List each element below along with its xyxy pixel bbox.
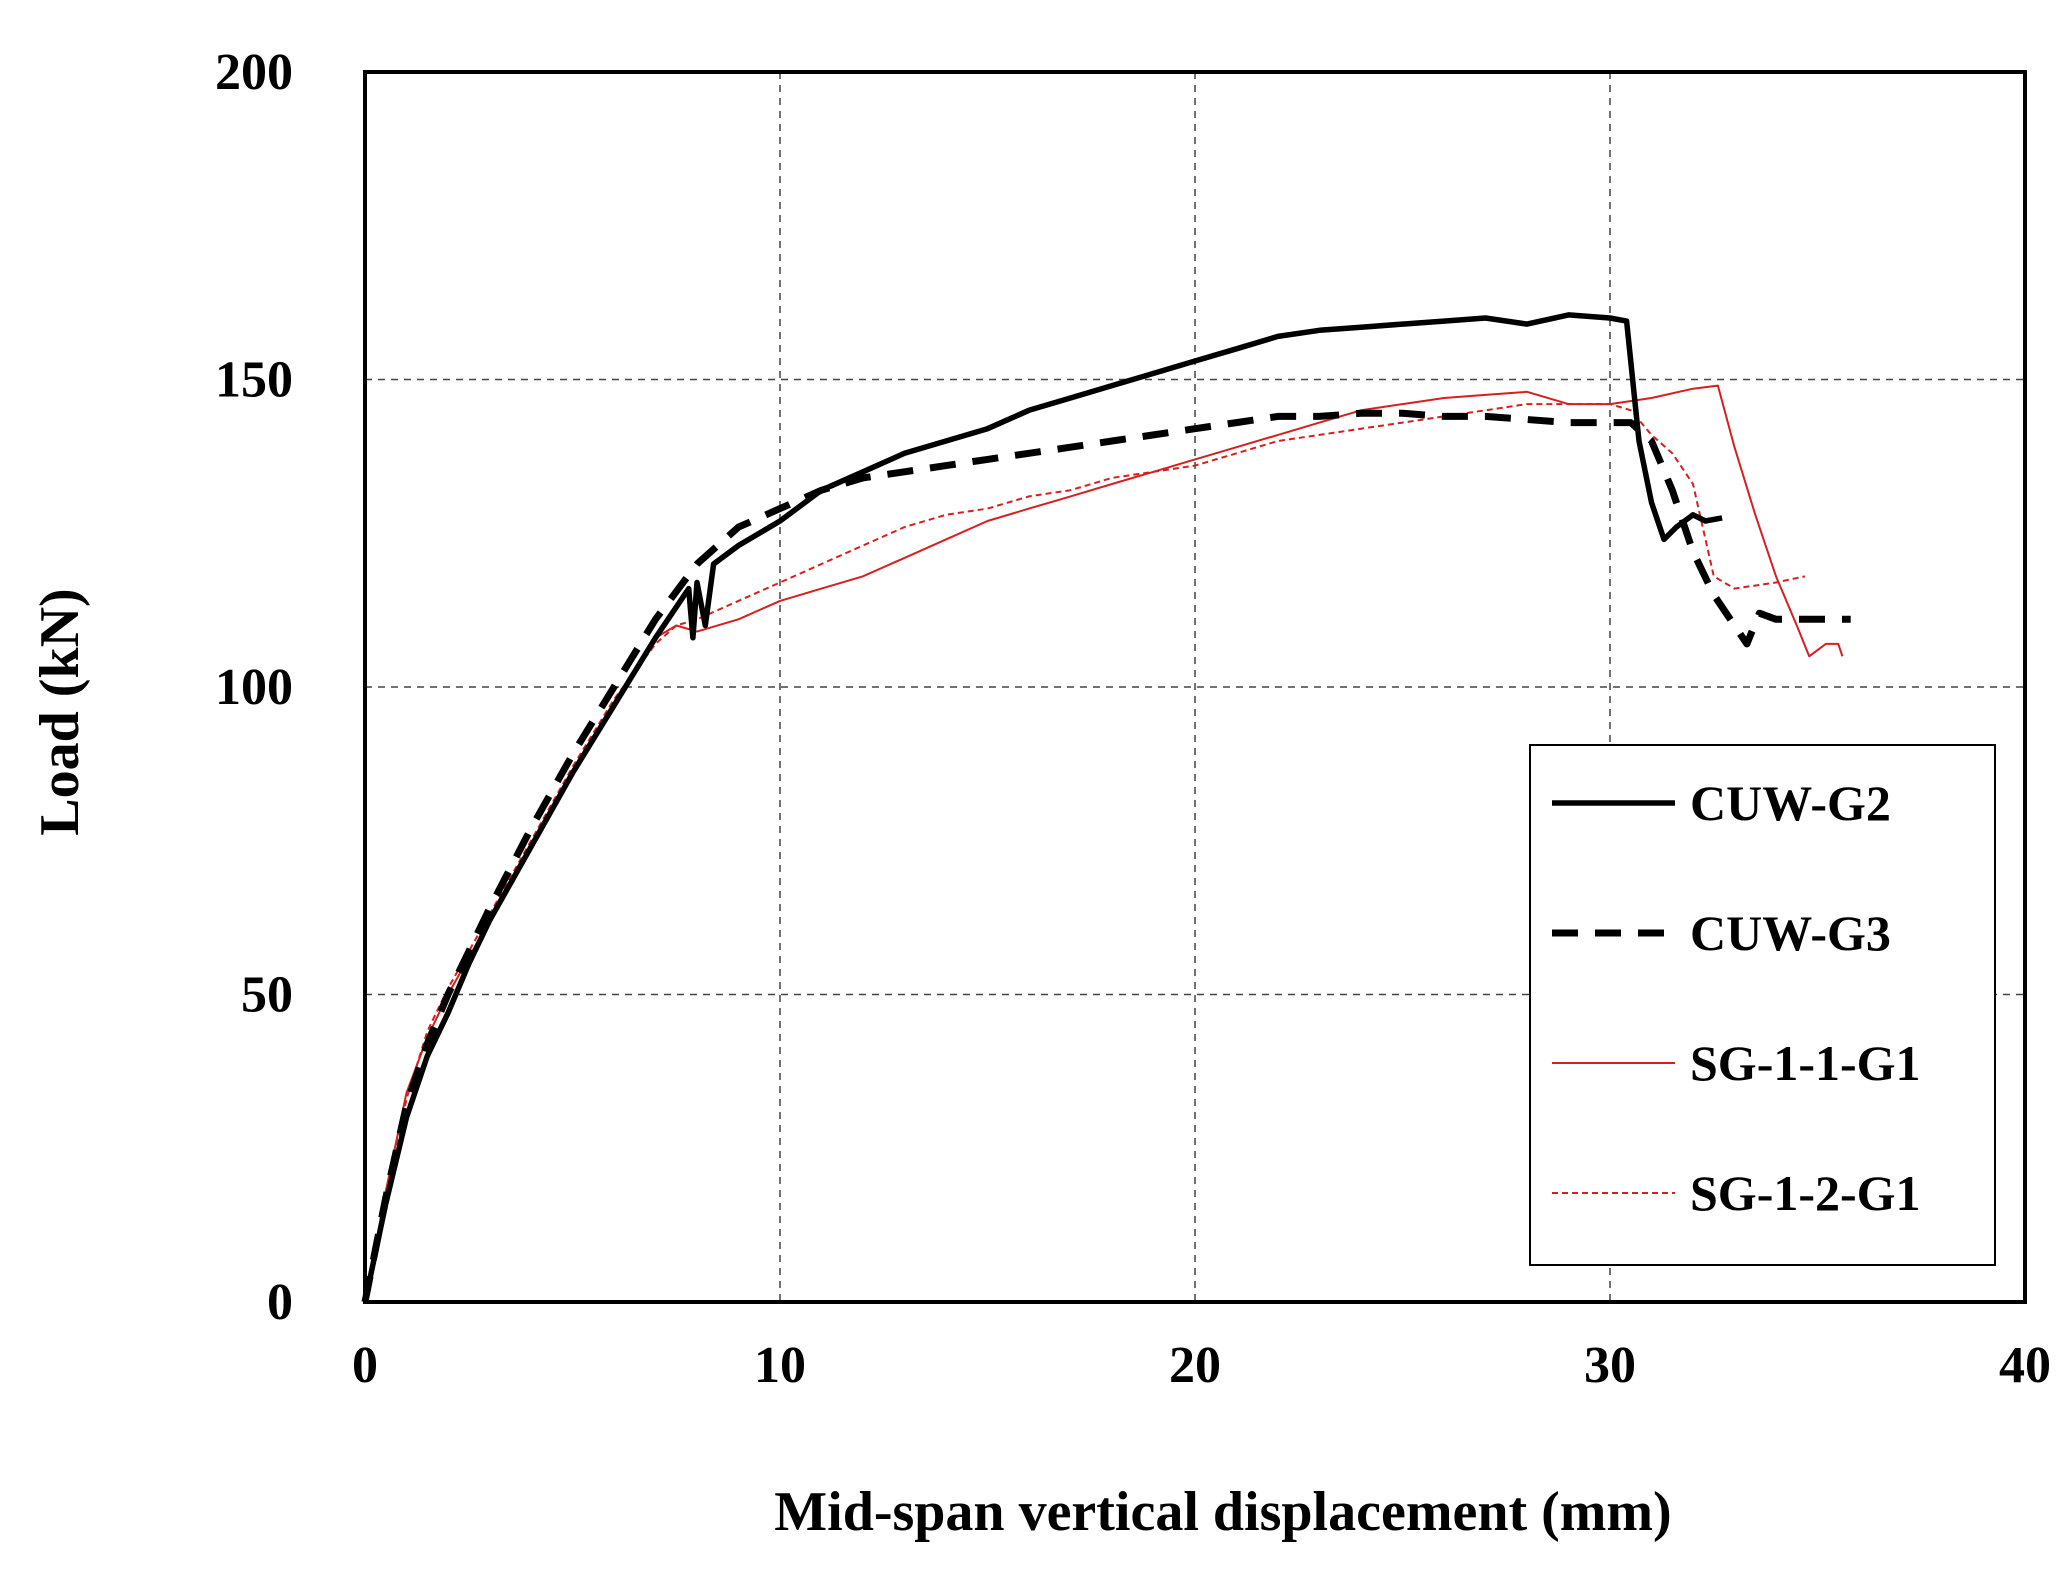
y-axis-title: Load (kN) xyxy=(29,588,91,835)
series-line-cuw-g3 xyxy=(361,409,1851,1303)
plot-frame xyxy=(363,70,2027,1304)
x-tick-label-1: 10 xyxy=(754,1337,806,1394)
legend-label-cuw-g2: CUW-G2 xyxy=(1690,775,1891,831)
legend-box xyxy=(1529,744,1996,1266)
x-tick-label-4: 40 xyxy=(1999,1337,2051,1394)
y-tick-label-3: 150 xyxy=(215,352,293,409)
y-tick-label-2: 100 xyxy=(215,659,293,716)
y-tick-label-4: 200 xyxy=(215,44,293,101)
legend-label-cuw-g3: CUW-G3 xyxy=(1690,905,1891,961)
x-tick-label-0: 0 xyxy=(352,1337,378,1394)
y-tick-label-1: 50 xyxy=(241,967,293,1024)
series-line-cuw-g2 xyxy=(362,312,1723,1303)
legend: CUW-G2 CUW-G3 SG-1-1-G1 SG-1-2-G1 xyxy=(1529,744,1996,1266)
x-axis-title: Mid-span vertical displacement (mm) xyxy=(774,1481,1671,1543)
legend-label-sg-1-1-g1: SG-1-1-G1 xyxy=(1690,1035,1921,1091)
x-tick-label-3: 30 xyxy=(1584,1337,1636,1394)
tick-labels: 0 10 20 30 40 0 50 100 150 200 xyxy=(215,44,2051,1394)
series-lines xyxy=(361,312,1851,1303)
legend-label-sg-1-2-g1: SG-1-2-G1 xyxy=(1690,1165,1921,1221)
x-tick-label-2: 20 xyxy=(1169,1337,1221,1394)
y-tick-label-0: 0 xyxy=(267,1274,293,1331)
